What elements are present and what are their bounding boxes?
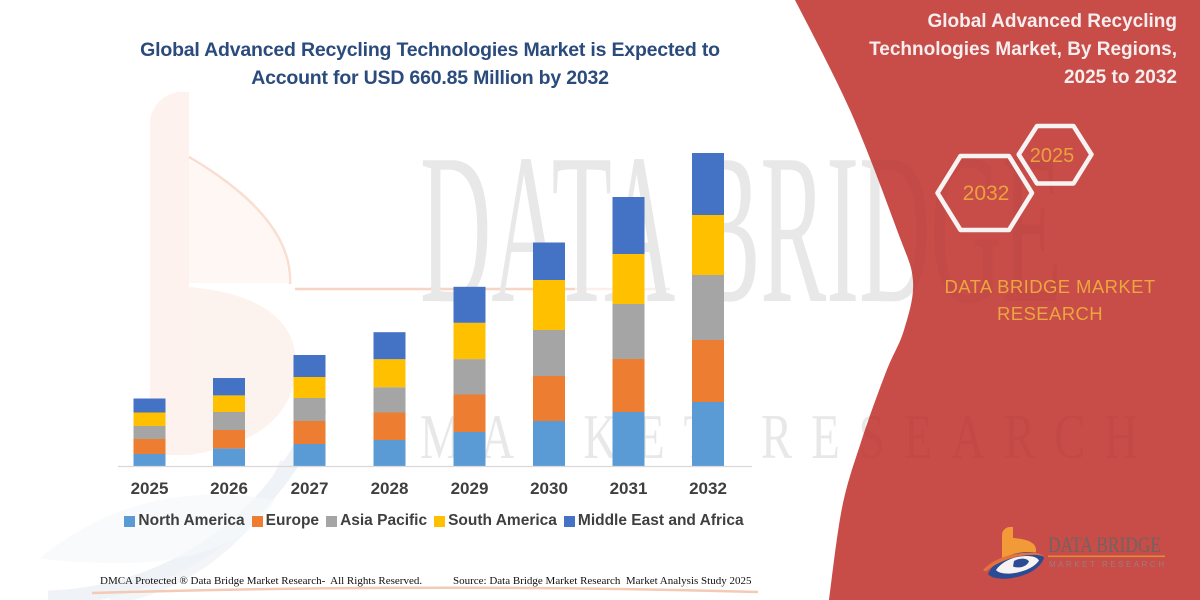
svg-text:2025: 2025: [1030, 145, 1075, 167]
svg-text:DATA BRIDGE: DATA BRIDGE: [1048, 532, 1161, 557]
svg-text:MARKET RESEARCH: MARKET RESEARCH: [1049, 560, 1168, 569]
svg-text:2032: 2032: [963, 182, 1010, 205]
svg-text:MARKET RESEARCH: MARKET RESEARCH: [420, 401, 1157, 472]
